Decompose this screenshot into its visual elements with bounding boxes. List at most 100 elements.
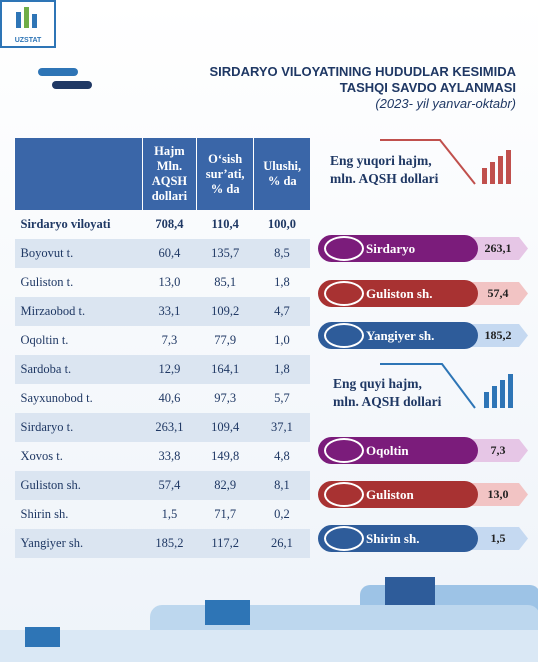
header-line: sur’ati, xyxy=(205,166,245,181)
header-line: AQSH xyxy=(151,174,188,188)
ranking-item: 185,2 Yangiyer sh. xyxy=(318,322,528,349)
item-bullet xyxy=(324,482,364,507)
item-bullet xyxy=(324,438,364,463)
header-line: Ulushi, xyxy=(263,159,302,173)
item-bullet xyxy=(324,323,364,348)
table-row: Oqoltin t. 7,3 77,9 1,0 xyxy=(15,326,311,355)
trend-icon xyxy=(380,139,511,185)
title-line: SIRDARYO VILOYATINING HUDUDLAR KESIMIDA xyxy=(209,64,516,79)
item-value: 13,0 xyxy=(468,483,528,506)
cell-value: 7,3 xyxy=(161,333,178,347)
item-bullet xyxy=(324,526,364,551)
table-row: Boyovut t. 60,4 135,7 8,5 xyxy=(14,239,310,268)
title-line: TASHQI SAVDO AYLANMASI xyxy=(339,80,516,95)
cell-value: 1,8 xyxy=(274,275,290,289)
cell-value: 12,9 xyxy=(142,355,197,384)
cell-value: 100,0 xyxy=(267,217,297,231)
panel-title-line: Eng quyi hajm, xyxy=(333,376,422,391)
cell-region: Sirdaryo viloyati xyxy=(20,217,111,231)
column-header: O‘sish sur’ati,% da xyxy=(195,138,254,210)
cell-region: Xovos t. xyxy=(20,449,63,463)
item-value: 7,3 xyxy=(468,439,528,462)
panel-title-line: Eng yuqori hajm, xyxy=(330,153,432,168)
ranking-item: 263,1 Sirdaryo xyxy=(318,235,528,262)
cell-region: Boyovut t. xyxy=(14,239,143,268)
cell-value: 263,1 xyxy=(142,413,197,442)
cell-region: Mirzaobod t. xyxy=(14,297,143,326)
cell-value: 4,8 xyxy=(274,449,290,463)
cell-region: Shirin sh. xyxy=(20,507,69,521)
cell-value: 110,4 xyxy=(211,217,239,231)
cell-value: 0,2 xyxy=(274,507,290,521)
cell-value: 109,2 xyxy=(196,297,254,326)
logo: UZSTAT xyxy=(0,0,56,48)
item-value: 57,4 xyxy=(468,282,528,305)
trend-icon xyxy=(380,363,513,409)
bottom-panel-title: Eng quyi hajm, mln. AQSH dollari xyxy=(333,375,441,411)
decor-icon xyxy=(38,68,92,89)
cell-value: 8,5 xyxy=(253,239,310,268)
cell-value: 57,4 xyxy=(142,471,197,500)
cell-value: 97,3 xyxy=(214,391,237,405)
ranking-item: 13,0 Guliston xyxy=(318,481,528,508)
cell-value: 33,1 xyxy=(142,297,197,326)
footer-decor xyxy=(0,577,538,662)
header-line: % da xyxy=(267,174,297,188)
cell-value: 82,9 xyxy=(196,471,254,500)
column-header: Hajm Mln. AQSH dollari xyxy=(142,138,197,210)
table-row: Guliston t. 13,0 85,1 1,8 xyxy=(15,268,311,297)
cell-value: 164,1 xyxy=(196,355,254,384)
cell-value: 77,9 xyxy=(214,333,237,347)
cell-region: Sardoba t. xyxy=(14,355,143,384)
table-row: Sirdaryo t. 263,1 109,4 37,1 xyxy=(14,413,310,442)
cell-value: 33,8 xyxy=(158,449,181,463)
cell-region: Oqoltin t. xyxy=(20,333,69,347)
header-line: O‘sish xyxy=(208,151,243,166)
cell-value: 185,2 xyxy=(142,529,197,558)
cell-region: Guliston sh. xyxy=(14,471,143,500)
cell-value: 5,7 xyxy=(274,391,290,405)
cell-value: 13,0 xyxy=(158,275,181,289)
table-row: Guliston sh. 57,4 82,9 8,1 xyxy=(14,471,310,500)
table-row: Sayxunobod t. 40,6 97,3 5,7 xyxy=(15,384,311,413)
table-row: Yangiyer sh. 185,2 117,2 26,1 xyxy=(14,529,310,558)
cell-value: 149,8 xyxy=(211,449,240,463)
cell-value: 135,7 xyxy=(196,239,254,268)
cell-value: 1,5 xyxy=(161,507,178,521)
header-line: dollari xyxy=(151,189,188,203)
logo-text: UZSTAT xyxy=(14,37,42,44)
cell-region: Yangiyer sh. xyxy=(14,529,143,558)
cell-value: 1,0 xyxy=(274,333,290,347)
title: SIRDARYO VILOYATINING HUDUDLAR KESIMIDA … xyxy=(210,64,516,112)
item-bullet xyxy=(324,281,364,306)
cell-value: 71,7 xyxy=(214,507,237,521)
item-value: 1,5 xyxy=(468,527,528,550)
cell-value: 4,7 xyxy=(253,297,310,326)
cell-value: 37,1 xyxy=(253,413,310,442)
cell-region: Sayxunobod t. xyxy=(20,391,93,405)
cell-region: Guliston t. xyxy=(20,275,74,289)
header-line: Hajm xyxy=(154,144,185,158)
table-row: Xovos t. 33,8 149,8 4,8 xyxy=(15,442,311,471)
panel-title-line: mln. AQSH dollari xyxy=(330,171,439,186)
cell-value: 117,2 xyxy=(196,529,254,558)
header-line: % da xyxy=(210,181,240,196)
top-panel-title: Eng yuqori hajm, mln. AQSH dollari xyxy=(330,152,438,188)
table-row: Sirdaryo viloyati 708,4 110,4 100,0 xyxy=(15,210,311,239)
cell-value: 708,4 xyxy=(155,217,184,231)
table-row: Sardoba t. 12,9 164,1 1,8 xyxy=(14,355,310,384)
column-header: Ulushi,% da xyxy=(253,138,310,210)
cell-value: 8,1 xyxy=(253,471,310,500)
item-bullet xyxy=(324,236,364,261)
table-row: Mirzaobod t. 33,1 109,2 4,7 xyxy=(14,297,310,326)
cell-value: 26,1 xyxy=(253,529,310,558)
ranking-item: 1,5 Shirin sh. xyxy=(318,525,528,552)
cell-value: 85,1 xyxy=(214,275,237,289)
item-value: 185,2 xyxy=(468,324,528,347)
cell-value: 1,8 xyxy=(253,355,310,384)
cell-value: 60,4 xyxy=(142,239,197,268)
item-value: 263,1 xyxy=(468,237,528,260)
panel-title-line: mln. AQSH dollari xyxy=(333,394,442,409)
cell-value: 40,6 xyxy=(158,391,181,405)
